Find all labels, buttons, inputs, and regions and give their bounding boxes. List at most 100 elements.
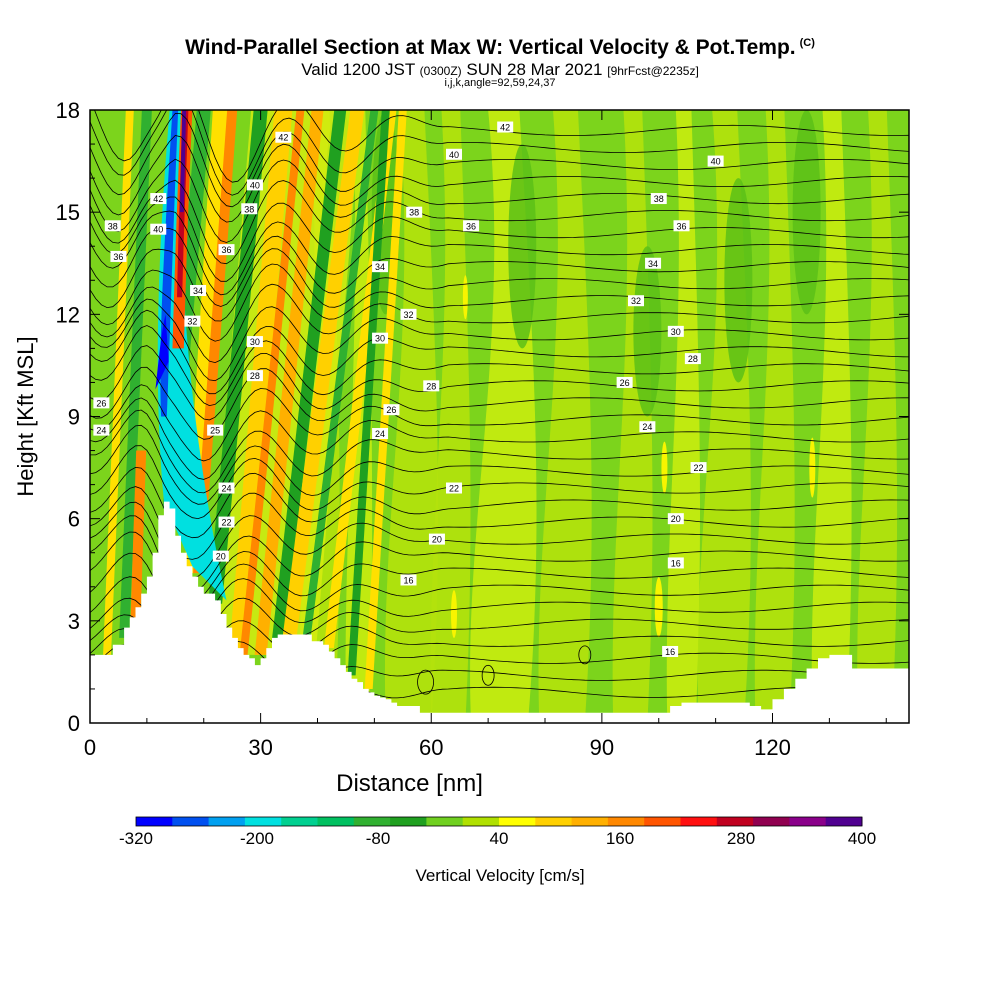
- x-tick-label: 0: [84, 735, 96, 760]
- colorbar-swatch: [499, 817, 536, 826]
- chart-title: Wind-Parallel Section at Max W: Vertical…: [0, 36, 1000, 60]
- theta-contour: [90, 366, 909, 440]
- contour-label-bg: [428, 533, 445, 545]
- contour-label-bg: [446, 482, 462, 494]
- contour-label-text: 26: [620, 378, 630, 388]
- contour-label: 22: [446, 482, 462, 494]
- contour-label-text: 34: [648, 259, 658, 269]
- theta-contour: [90, 466, 909, 539]
- contour-label: 30: [246, 336, 263, 348]
- field-band: [302, 110, 379, 642]
- contour-label: 26: [616, 376, 633, 388]
- contour-label-text: 36: [221, 245, 231, 255]
- contour-label-bg: [246, 179, 263, 191]
- contour-label: 40: [707, 155, 724, 167]
- y-tick-label: 0: [68, 711, 80, 736]
- x-tick-label: 60: [419, 735, 443, 760]
- colorbar-swatch: [172, 817, 210, 826]
- contour-label-text: 40: [153, 225, 163, 235]
- contour-label-text: 24: [642, 422, 652, 432]
- contour-label-bg: [218, 244, 235, 256]
- contour-label-bg: [372, 261, 389, 273]
- theta-contour: [90, 576, 909, 638]
- theta-contour: [90, 210, 909, 296]
- colorbar-swatch: [789, 817, 827, 826]
- colorbar-swatch: [825, 817, 863, 826]
- theta-contour: [90, 384, 909, 462]
- y-tick-label: 6: [68, 507, 80, 532]
- colorbar-swatch: [716, 817, 754, 826]
- contour-label-bg: [110, 250, 127, 262]
- contour-label: 34: [372, 261, 389, 273]
- field-band: [239, 110, 305, 655]
- colorbar-swatch: [136, 817, 173, 826]
- contour-label-bg: [275, 131, 292, 143]
- contour-label-bg: [372, 428, 389, 440]
- contour-label-bg: [241, 203, 258, 215]
- contour-label-text: 25: [210, 426, 220, 436]
- contour-label-bg: [400, 308, 417, 320]
- contour-label-bg: [150, 223, 167, 235]
- colorbar-label: Vertical Velocity [cm/s]: [415, 866, 584, 885]
- contour-label-text: 22: [694, 463, 704, 473]
- contour-label-bg: [400, 574, 417, 586]
- downdraft-region: [157, 110, 227, 601]
- valid-time: Valid 1200 JST: [301, 60, 415, 79]
- theta-contour: [90, 298, 909, 382]
- contour-label-bg: [645, 257, 662, 269]
- contour-label-text: 38: [654, 194, 664, 204]
- contour-label: 20: [667, 513, 684, 525]
- contour-label-text: 20: [671, 514, 681, 524]
- contour-label-text: 20: [216, 552, 226, 562]
- contour-label: 38: [104, 220, 121, 232]
- contour-label-bg: [383, 404, 400, 416]
- contour-label-bg: [104, 220, 121, 232]
- theta-contour: [90, 325, 909, 407]
- theta-contour: [90, 531, 909, 605]
- contour-label-text: 22: [449, 484, 459, 494]
- x-axis-label: Distance [nm]: [336, 770, 483, 797]
- contour-label-text: 30: [671, 327, 681, 337]
- contour-label: 30: [667, 325, 684, 337]
- contour-label-text: 26: [386, 405, 396, 415]
- contour-label-bg: [218, 516, 235, 528]
- contour-label-bg: [423, 380, 440, 392]
- theta-contour: [90, 345, 909, 421]
- theta-contour: [90, 158, 909, 243]
- theta-contour: [481, 664, 495, 686]
- contour-label: 38: [650, 193, 667, 205]
- contour-label-bg: [667, 513, 684, 525]
- downdraft-max: [155, 314, 169, 390]
- field-patch: [462, 275, 468, 320]
- contour-label-bg: [246, 370, 263, 382]
- theta-contour: [90, 179, 909, 265]
- theta-contour: [90, 409, 909, 494]
- theta-contour: [90, 196, 909, 282]
- y-tick-label: 12: [56, 302, 80, 327]
- colorbar-swatch: [317, 817, 355, 826]
- contour-label: 30: [372, 332, 389, 344]
- theta-contour: [90, 283, 909, 364]
- contour-label: 16: [400, 574, 417, 586]
- contour-label: 26: [383, 404, 400, 416]
- field-band: [724, 178, 753, 383]
- contour-label: 38: [406, 206, 423, 218]
- contour-label: 38: [241, 203, 258, 215]
- contour-label: 24: [93, 424, 110, 436]
- colorbar-swatch: [281, 817, 318, 826]
- field-band: [754, 110, 795, 723]
- contour-label: 24: [218, 482, 235, 494]
- field-patch: [661, 441, 668, 494]
- contour-label-bg: [497, 121, 514, 133]
- contour-label-text: 32: [403, 310, 413, 320]
- contour-label-text: 28: [688, 354, 698, 364]
- colorbar-swatch: [571, 817, 609, 826]
- contour-label-text: 32: [631, 296, 641, 306]
- field-band: [538, 110, 592, 723]
- contour-label-bg: [639, 421, 656, 433]
- theta-contour: [90, 397, 909, 480]
- contour-label-text: 22: [221, 518, 231, 528]
- contour-label: 40: [446, 148, 462, 160]
- contour-label-text: 36: [676, 221, 686, 231]
